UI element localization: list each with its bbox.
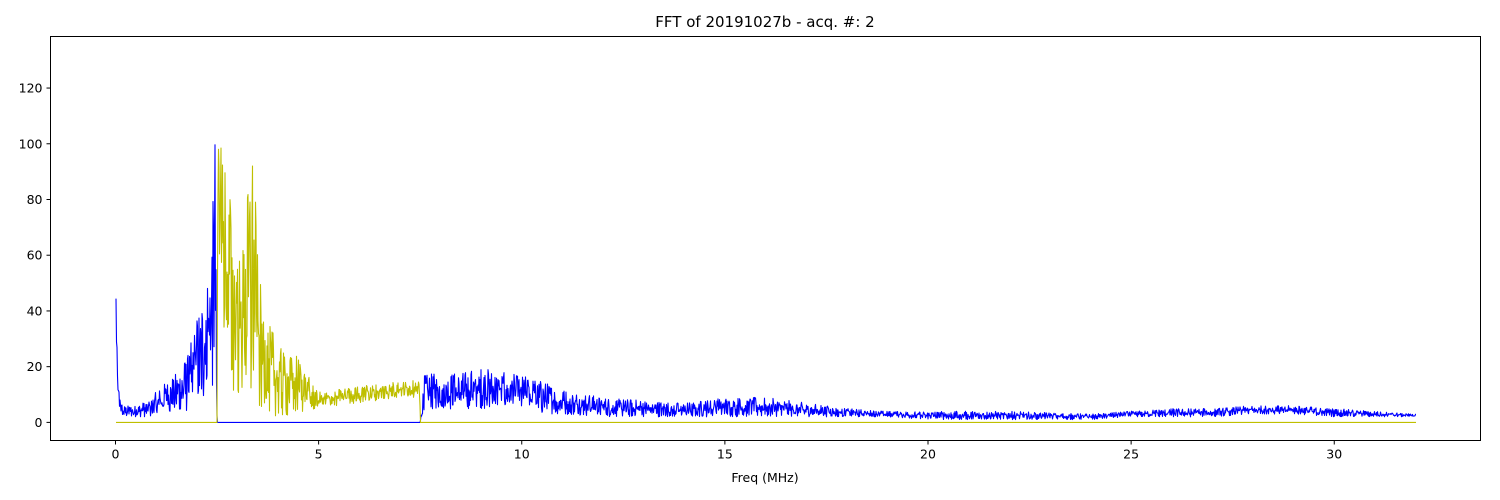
y-tick-label: 80 [27, 192, 43, 207]
x-tick-label: 20 [920, 447, 936, 462]
x-tick-label: 25 [1123, 447, 1139, 462]
plot-frame [50, 36, 1481, 441]
chart-title: FFT of 20191027b - acq. #: 2 [655, 13, 874, 31]
x-axis-label: Freq (MHz) [731, 470, 798, 485]
series-layer [115, 144, 1417, 423]
y-tick-label: 0 [35, 415, 43, 430]
series-line-2 [115, 147, 1417, 423]
x-tick-label: 30 [1326, 447, 1342, 462]
x-tick-label: 10 [514, 447, 530, 462]
x-tick-label: 5 [315, 447, 323, 462]
x-tick-label: 0 [112, 447, 120, 462]
y-tick-label: 20 [27, 359, 43, 374]
ticks-layer: 0 5 10 15 20 25 30 0 20 40 60 80 100 120 [19, 81, 1343, 462]
series-line-1 [115, 144, 1417, 423]
y-tick-label: 120 [19, 81, 43, 96]
y-tick-label: 100 [19, 136, 43, 151]
y-tick-label: 40 [27, 303, 43, 318]
x-tick-label: 15 [717, 447, 733, 462]
y-tick-label: 60 [27, 248, 43, 263]
